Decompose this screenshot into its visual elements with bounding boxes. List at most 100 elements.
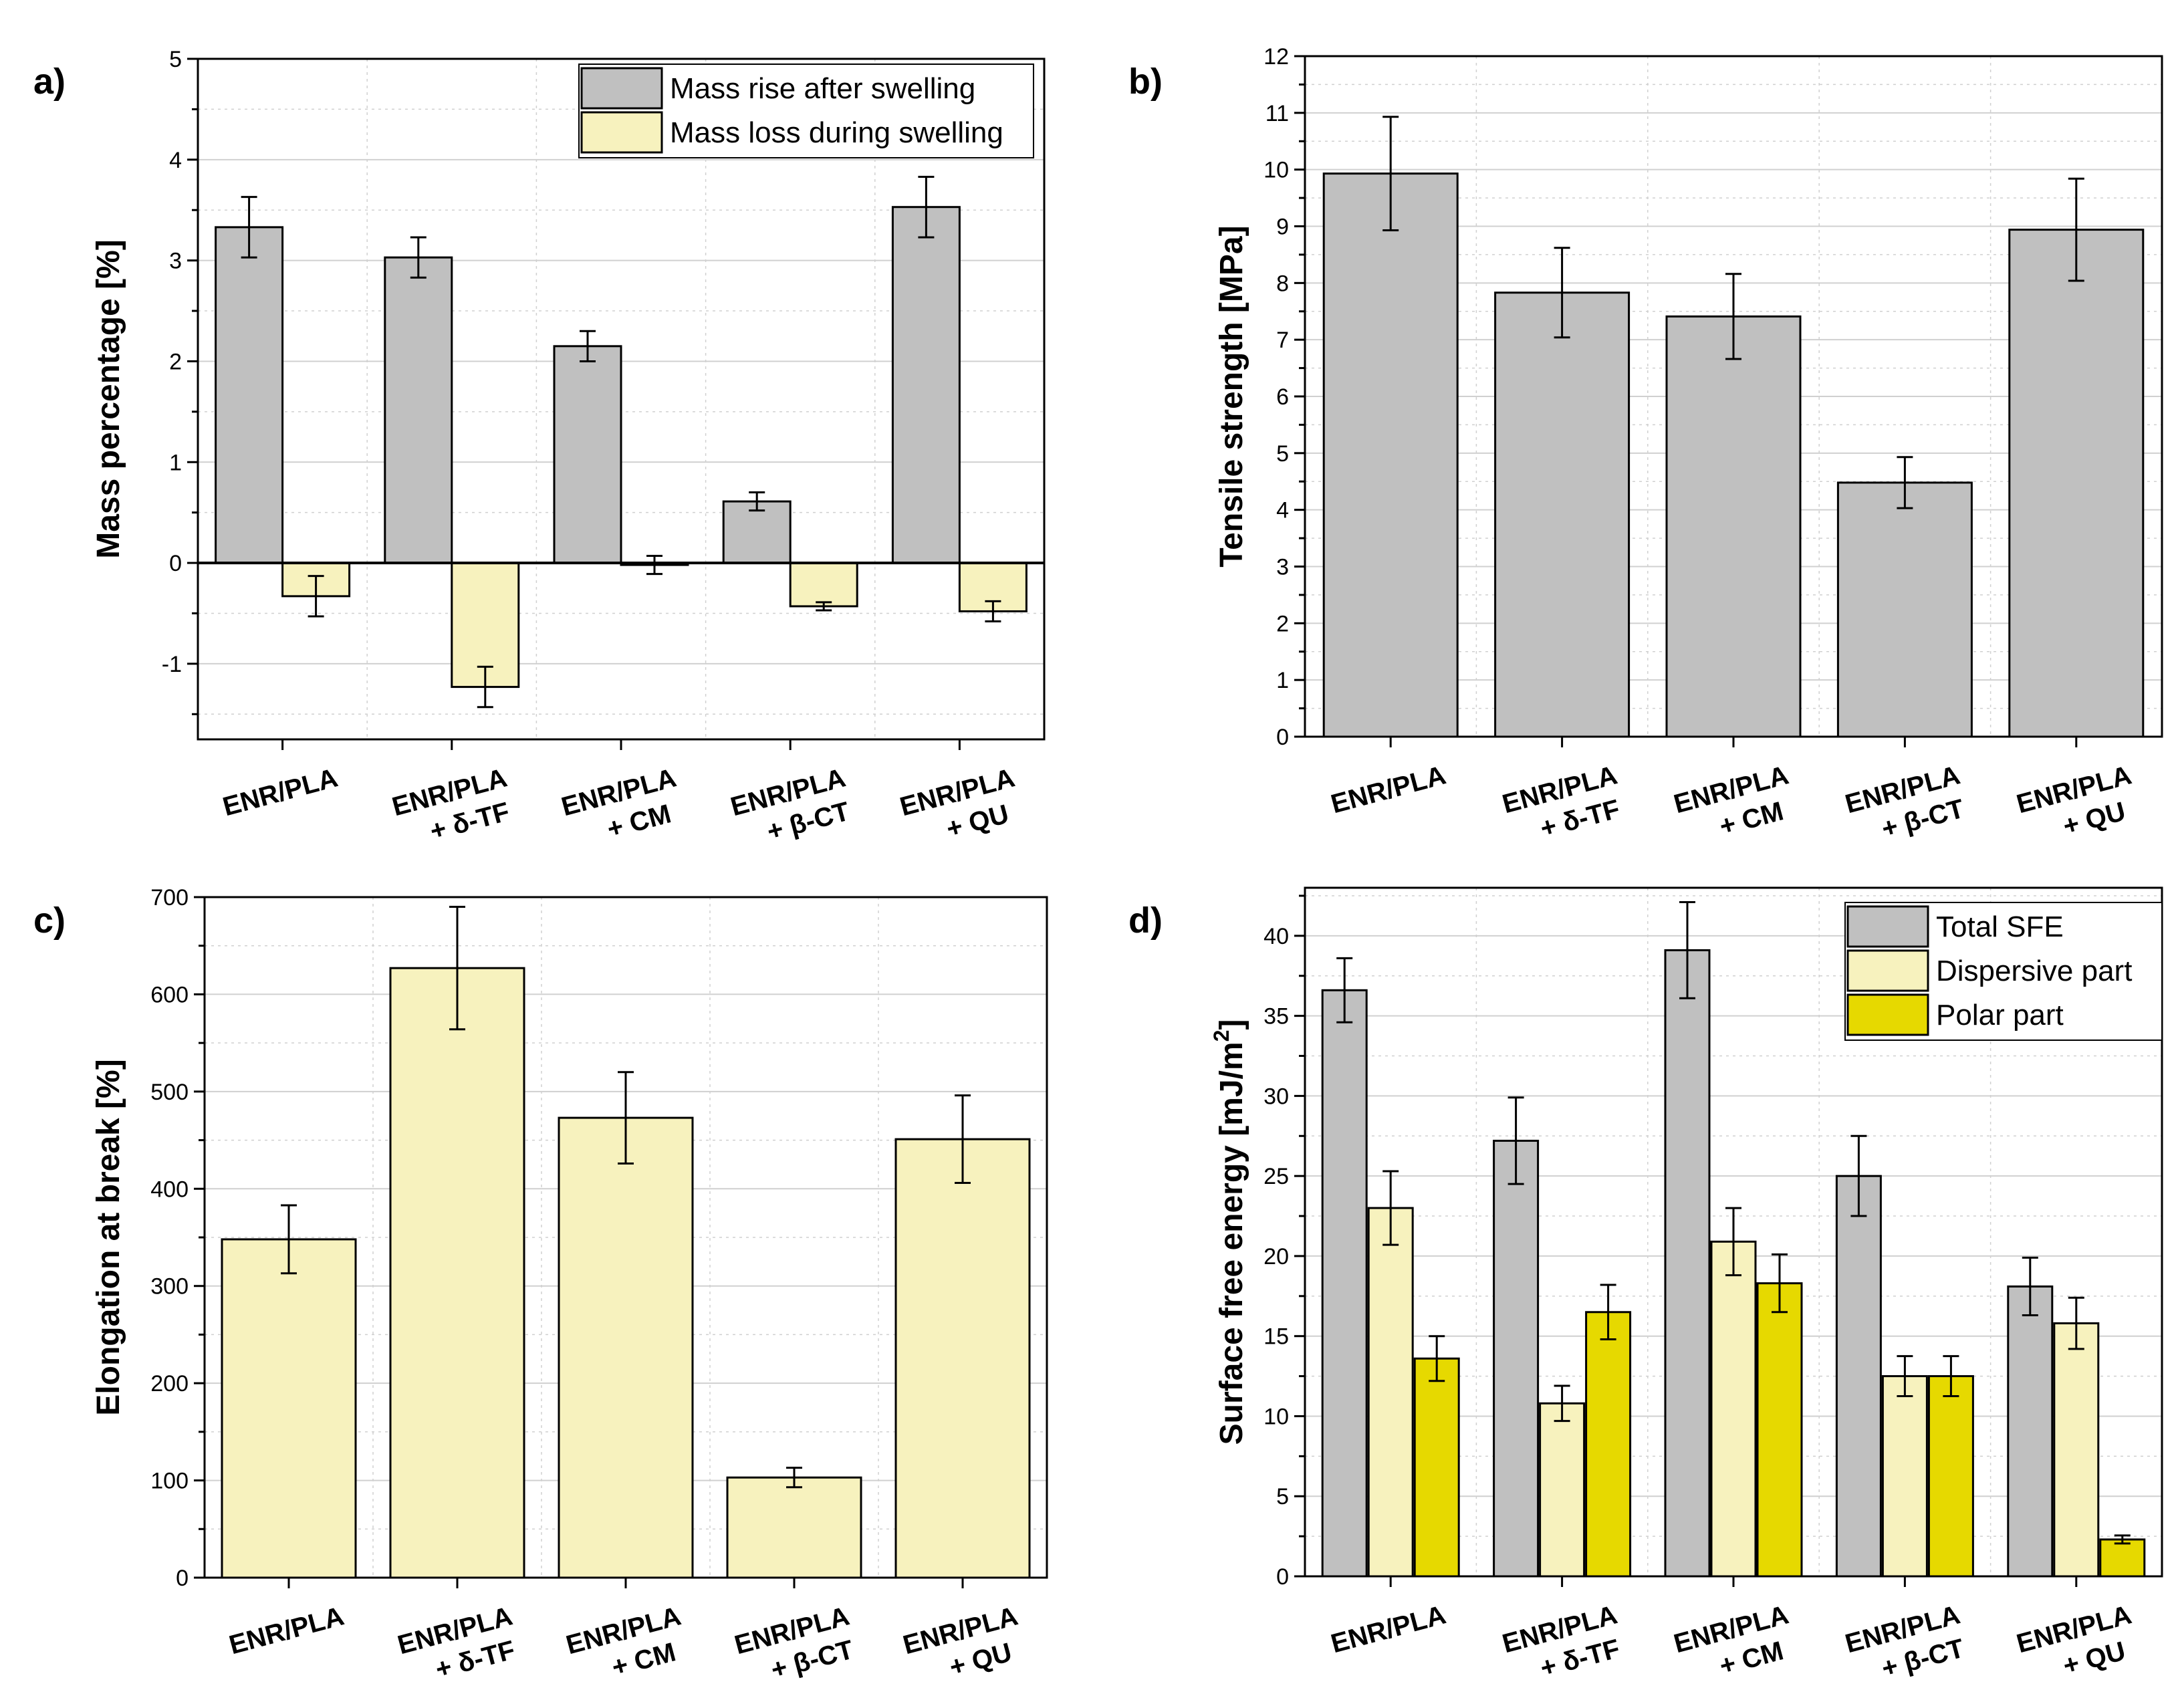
x-tick-label: ENR/PLA+ δ-TF <box>389 763 519 854</box>
legend-label: Mass rise after swelling <box>670 72 975 105</box>
legend-swatch <box>1846 949 1929 992</box>
bar <box>1494 291 1631 738</box>
bar <box>1539 1402 1586 1578</box>
y-tick-label: 40 <box>1263 924 1289 949</box>
bar <box>789 562 858 608</box>
series-elongation-at-break <box>221 906 1031 1579</box>
y-tick-label: 10 <box>1263 1404 1289 1429</box>
y-tick-label: 600 <box>150 982 189 1007</box>
series-mass-rise-after-swelling <box>215 175 961 564</box>
x-tick-label: ENR/PLA+ CM <box>558 763 688 854</box>
y-tick-label: 0 <box>1276 1564 1289 1590</box>
y-axis-label-text: Tensile strength [MPa] <box>1214 225 1249 567</box>
x-tick-label: ENR/PLA+ β-CT <box>1842 1600 1972 1691</box>
x-tick-label: ENR/PLA <box>220 763 341 822</box>
series-total-sfe <box>1321 901 2054 1578</box>
y-tick-label: 1 <box>169 450 182 475</box>
y-tick-label: 7 <box>1276 328 1289 353</box>
legend-swatch <box>1846 905 1929 948</box>
panel-label: d) <box>1128 900 1163 941</box>
y-axis-label: Mass percentage [%] <box>91 239 126 559</box>
y-axis-label-suffix: ] <box>1214 1019 1249 1030</box>
y-tick-label: 11 <box>1265 101 1289 126</box>
bar <box>2099 1538 2146 1578</box>
y-tick-label: 200 <box>150 1371 189 1396</box>
bar <box>1835 1175 1882 1578</box>
y-axis-label-text: Elongation at break [%] <box>91 1059 126 1415</box>
x-tick-label: ENR/PLA <box>226 1601 347 1660</box>
x-tick-label-line: ENR/PLA <box>1328 1600 1449 1659</box>
y-tick-label: 3 <box>169 249 182 274</box>
x-tick-label: ENR/PLA+ δ-TF <box>394 1601 524 1692</box>
legend-label: Mass loss during swelling <box>670 116 1003 149</box>
x-tick-label: ENR/PLA+ QU <box>2014 1600 2143 1691</box>
bar <box>1836 481 1973 738</box>
y-axis-label-text: Surface free energy [mJ/m <box>1214 1042 1249 1445</box>
legend-label: Dispersive part <box>1936 955 2132 987</box>
y-tick-label: 500 <box>150 1080 189 1105</box>
bar <box>1585 1311 1632 1578</box>
legend-swatch <box>580 67 663 110</box>
y-tick-label: 8 <box>1276 271 1289 296</box>
bar <box>894 1138 1031 1579</box>
bar <box>215 226 284 564</box>
bar <box>553 345 622 564</box>
panel-label: b) <box>1128 62 1163 102</box>
y-tick-label: 20 <box>1263 1244 1289 1269</box>
bar <box>1664 949 1711 1578</box>
x-tick-label: ENR/PLA+ CM <box>1671 1600 1800 1691</box>
bar <box>1322 172 1459 738</box>
bar <box>221 1238 357 1579</box>
bar <box>1881 1375 1928 1578</box>
y-tick-label: 2 <box>169 349 182 374</box>
series-tensile-strength <box>1322 116 2145 738</box>
y-tick-label: 0 <box>176 1566 189 1591</box>
x-tick-label-line: ENR/PLA <box>1328 760 1449 819</box>
panel-label: c) <box>33 900 66 941</box>
y-axis-label: Elongation at break [%] <box>91 1059 126 1415</box>
bar <box>1710 1240 1757 1578</box>
legend-label: Polar part <box>1936 999 2064 1031</box>
bar <box>891 206 961 564</box>
y-tick-label: 4 <box>169 148 182 173</box>
bar <box>1493 1139 1540 1578</box>
y-tick-label: 400 <box>150 1177 189 1202</box>
y-axis-label-superscript: 2 <box>1209 1030 1233 1042</box>
bar <box>558 1116 694 1579</box>
y-tick-label: 3 <box>1276 555 1289 580</box>
x-tick-label: ENR/PLA <box>1328 1600 1449 1659</box>
series-dispersive-part <box>1367 1170 2100 1578</box>
y-axis-label: Surface free energy [mJ/m2] <box>1209 1019 1249 1445</box>
y-tick-label: 35 <box>1263 1004 1289 1029</box>
y-tick-label: 6 <box>1276 384 1289 410</box>
legend-label: Total SFE <box>1936 910 2064 943</box>
legend: Mass rise after swelling Mass loss during… <box>578 64 1034 158</box>
bar <box>726 1476 862 1579</box>
bar <box>1367 1207 1414 1578</box>
bar <box>384 256 453 564</box>
y-tick-label: 0 <box>169 551 182 576</box>
x-tick-label: ENR/PLA+ QU <box>897 763 1027 854</box>
bar <box>1927 1375 1974 1578</box>
y-tick-label: 5 <box>169 47 182 72</box>
y-tick-label: 0 <box>1276 725 1289 750</box>
x-tick-label: ENR/PLA+ β-CT <box>731 1601 861 1692</box>
x-tick-label: ENR/PLA+ CM <box>1671 760 1800 851</box>
bar <box>1321 989 1368 1578</box>
y-tick-label: 700 <box>150 885 189 910</box>
y-tick-label: 1 <box>1276 668 1289 693</box>
x-tick-label: ENR/PLA+ QU <box>900 1601 1030 1692</box>
bar <box>1665 315 1802 738</box>
y-tick-label: 12 <box>1263 44 1289 70</box>
legend-swatch <box>1846 993 1929 1036</box>
x-tick-label: ENR/PLA+ QU <box>2014 760 2143 851</box>
x-tick-label: ENR/PLA+ δ-TF <box>1499 1600 1629 1691</box>
panel-c: 0 100 200 300 400 500 600 700 ENR/PLA ENR/PLA+ δ-… <box>33 885 1048 1692</box>
bar <box>1756 1282 1803 1578</box>
y-tick-label: 10 <box>1263 158 1289 183</box>
y-tick-label: -1 <box>162 652 182 677</box>
panel-label: a) <box>33 62 66 102</box>
y-tick-label: 15 <box>1263 1324 1289 1350</box>
